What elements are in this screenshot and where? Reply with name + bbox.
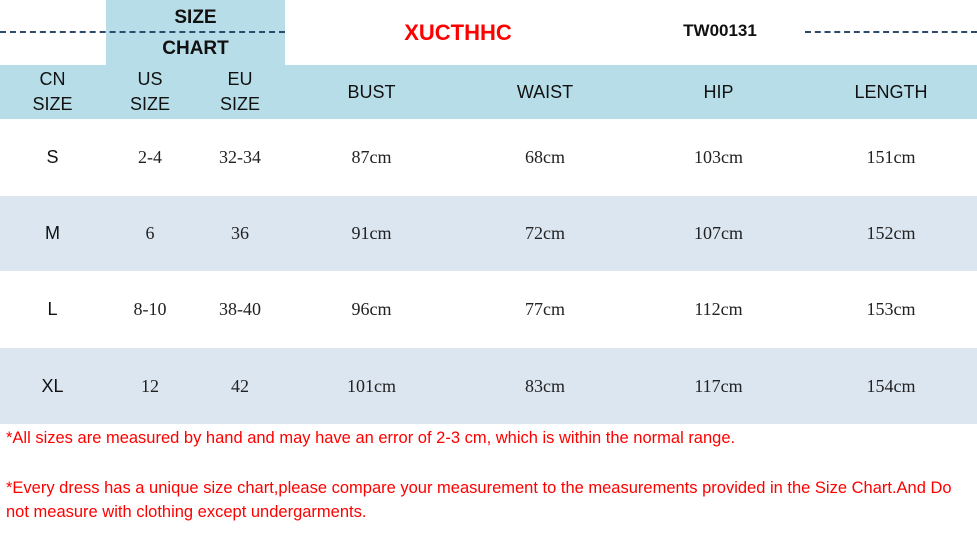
header-us-size: US SIZE — [129, 69, 170, 114]
cell-waist: 68cm — [525, 147, 565, 167]
cell-cn-size: L — [47, 299, 58, 319]
cell-hip: 117cm — [694, 375, 743, 396]
cell-waist: 72cm — [525, 223, 565, 243]
cell-us-size: 2-4 — [138, 147, 162, 167]
header-waist: WAIST — [516, 81, 574, 102]
cell-eu-size: 42 — [231, 375, 249, 396]
cell-cn-size: XL — [41, 375, 64, 396]
cell-cn-size: S — [46, 147, 59, 167]
cell-eu-size: 36 — [231, 223, 249, 243]
cell-bust: 101cm — [347, 375, 396, 396]
cell-length: 151cm — [866, 147, 916, 167]
cell-waist: 83cm — [525, 375, 565, 396]
cell-length: 153cm — [866, 299, 916, 319]
header-cn-size: CN SIZE — [32, 69, 73, 114]
cell-hip: 112cm — [694, 299, 743, 319]
table-row: XL 12 42 101cm 83cm 117cm 154cm — [0, 348, 977, 424]
header-eu-size: EU SIZE — [219, 69, 260, 114]
table-row: L 8-10 38-40 96cm 77cm 112cm 153cm — [0, 271, 977, 348]
title-line-1: SIZE — [174, 7, 217, 28]
table-header: CN SIZE US SIZE EU SIZE BUST WAIST HIP LENG… — [0, 65, 977, 119]
cell-bust: 91cm — [351, 223, 392, 243]
note-unique-size-chart: *Every dress has a unique size chart,ple… — [6, 479, 952, 521]
note-measurement-error: *All sizes are measured by hand and may … — [6, 429, 736, 447]
cell-waist: 77cm — [525, 299, 565, 319]
cell-bust: 87cm — [351, 147, 392, 167]
header-bust: BUST — [347, 81, 396, 102]
cell-cn-size: M — [45, 223, 60, 243]
cell-bust: 96cm — [351, 299, 392, 319]
title-line-2: CHART — [162, 38, 229, 59]
product-code: TW00131 — [683, 21, 757, 40]
cell-hip: 103cm — [694, 147, 743, 167]
cell-us-size: 12 — [141, 375, 159, 396]
header-hip: HIP — [703, 81, 734, 102]
table-row: S 2-4 32-34 87cm 68cm 103cm 151cm — [0, 119, 977, 196]
brand-name: XUCTHHC — [404, 20, 512, 45]
header-length: LENGTH — [854, 81, 928, 102]
cell-us-size: 6 — [145, 223, 155, 243]
cell-us-size: 8-10 — [133, 299, 167, 319]
cell-eu-size: 32-34 — [219, 147, 261, 167]
table-row: M 6 36 91cm 72cm 107cm 152cm — [0, 196, 977, 271]
divider-right — [805, 31, 977, 33]
divider-left — [0, 31, 285, 33]
cell-hip: 107cm — [694, 223, 743, 243]
cell-length: 154cm — [866, 375, 916, 396]
cell-eu-size: 38-40 — [219, 299, 261, 319]
cell-length: 152cm — [866, 223, 916, 243]
